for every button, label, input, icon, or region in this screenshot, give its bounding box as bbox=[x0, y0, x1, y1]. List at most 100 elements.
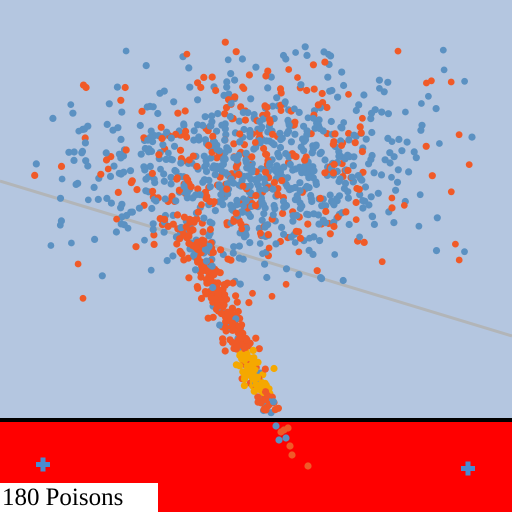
particle bbox=[132, 243, 139, 250]
particle bbox=[325, 51, 332, 58]
particle bbox=[331, 251, 338, 258]
particle bbox=[31, 172, 38, 179]
particle bbox=[433, 105, 440, 112]
particle bbox=[356, 234, 363, 241]
particle bbox=[168, 180, 175, 187]
particle bbox=[361, 239, 368, 246]
particle bbox=[357, 123, 364, 130]
particle bbox=[237, 324, 244, 331]
particle bbox=[161, 229, 168, 236]
particle bbox=[149, 170, 156, 177]
particle bbox=[127, 167, 134, 174]
particle bbox=[388, 204, 395, 211]
particle bbox=[207, 183, 214, 190]
particle bbox=[256, 385, 263, 392]
particle bbox=[184, 51, 191, 58]
particle bbox=[345, 91, 352, 98]
particle bbox=[48, 242, 55, 249]
particle bbox=[259, 250, 266, 257]
particle bbox=[189, 226, 196, 233]
particle bbox=[340, 277, 347, 284]
particle bbox=[278, 177, 285, 184]
particle bbox=[244, 363, 251, 370]
particle bbox=[330, 169, 337, 176]
particle bbox=[177, 160, 184, 167]
particle bbox=[260, 201, 267, 208]
particle bbox=[201, 176, 208, 183]
particle bbox=[264, 111, 271, 118]
particle bbox=[283, 281, 290, 288]
particle bbox=[256, 118, 263, 125]
particle bbox=[280, 164, 287, 171]
particle bbox=[282, 434, 289, 441]
particle bbox=[316, 125, 323, 132]
particle bbox=[144, 137, 151, 144]
particle bbox=[150, 226, 157, 233]
particle bbox=[282, 98, 289, 105]
particle bbox=[292, 196, 299, 203]
particle bbox=[177, 147, 184, 154]
particle bbox=[194, 121, 201, 128]
particle bbox=[250, 347, 257, 354]
particle bbox=[148, 128, 155, 135]
particle bbox=[123, 146, 130, 153]
particle bbox=[294, 74, 301, 81]
particle bbox=[278, 224, 285, 231]
particle bbox=[423, 143, 430, 150]
particle bbox=[279, 210, 286, 217]
particle bbox=[247, 95, 254, 102]
particle bbox=[313, 181, 320, 188]
particle bbox=[248, 153, 255, 160]
particle bbox=[120, 169, 127, 176]
particle bbox=[433, 247, 440, 254]
particle bbox=[247, 176, 254, 183]
particle bbox=[224, 256, 231, 263]
particle bbox=[376, 85, 383, 92]
particle bbox=[345, 195, 352, 202]
particle bbox=[266, 162, 273, 169]
particle bbox=[241, 375, 248, 382]
particle bbox=[148, 205, 155, 212]
particle bbox=[195, 209, 202, 216]
particle bbox=[317, 150, 324, 157]
particle bbox=[203, 258, 210, 265]
particle bbox=[217, 246, 224, 253]
particle bbox=[315, 101, 322, 108]
particle bbox=[395, 48, 402, 55]
particle bbox=[246, 71, 253, 78]
particle bbox=[418, 100, 425, 107]
particle bbox=[246, 239, 253, 246]
particle bbox=[301, 157, 308, 164]
particle bbox=[405, 168, 412, 175]
particle bbox=[148, 267, 155, 274]
particle bbox=[291, 152, 298, 159]
particle bbox=[203, 276, 210, 283]
particle bbox=[228, 175, 235, 182]
particle bbox=[372, 106, 379, 113]
particle bbox=[288, 138, 295, 145]
particle bbox=[369, 213, 376, 220]
particle bbox=[108, 200, 115, 207]
particle bbox=[353, 107, 360, 114]
particle bbox=[172, 197, 179, 204]
particle bbox=[207, 226, 214, 233]
particle bbox=[360, 91, 367, 98]
particle bbox=[375, 190, 382, 197]
particle bbox=[291, 131, 298, 138]
particle bbox=[208, 220, 215, 227]
particle bbox=[170, 98, 177, 105]
particle bbox=[154, 110, 161, 117]
particle bbox=[280, 52, 287, 59]
particle bbox=[262, 186, 269, 193]
particle bbox=[152, 197, 159, 204]
particle bbox=[389, 195, 396, 202]
particle bbox=[275, 436, 282, 443]
particle bbox=[356, 186, 363, 193]
particle bbox=[209, 133, 216, 140]
particle bbox=[164, 257, 171, 264]
particle bbox=[280, 231, 287, 238]
particle bbox=[298, 202, 305, 209]
particle bbox=[355, 172, 362, 179]
particle bbox=[367, 115, 374, 122]
